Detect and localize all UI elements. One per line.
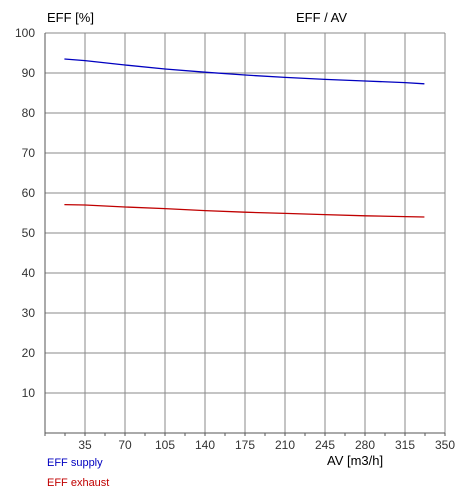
chart-series [64,58,425,218]
x-tick-label: 350 [435,438,455,452]
legend-item-exhaust: EFF exhaust [47,477,110,489]
chart-axes [44,33,446,436]
y-tick-label: 80 [22,106,36,120]
x-axis-title: AV [m3/h] [327,453,383,468]
y-tick-label: 100 [15,26,35,40]
y-tick-label: 70 [22,146,36,160]
x-tick-label: 280 [355,438,375,452]
x-tick-label: 105 [155,438,175,452]
legend-item-supply: EFF supply [47,457,103,469]
x-tick-label: 140 [195,438,215,452]
y-tick-label: 50 [22,226,36,240]
x-tick-label: 35 [78,438,92,452]
x-tick-label: 70 [118,438,132,452]
y-tick-label: 60 [22,186,36,200]
x-tick-label: 210 [275,438,295,452]
x-tick-label: 175 [235,438,255,452]
chart-title: EFF / AV [296,10,347,25]
y-tick-label: 10 [22,386,36,400]
x-tick-label: 245 [315,438,335,452]
y-tick-label: 20 [22,346,36,360]
y-tick-label: 90 [22,66,36,80]
chart-grid [45,32,446,433]
chart-ticks: 10 20 30 40 50 60 70 80 90 100 35 70 105 140 175 210 245… [15,26,455,452]
y-tick-label: 30 [22,306,36,320]
x-tick-label: 315 [395,438,415,452]
y-tick-label: 40 [22,266,36,280]
series-line-exhaust [64,203,425,218]
y-axis-title: EFF [%] [47,10,94,25]
series-line-supply [64,58,425,85]
